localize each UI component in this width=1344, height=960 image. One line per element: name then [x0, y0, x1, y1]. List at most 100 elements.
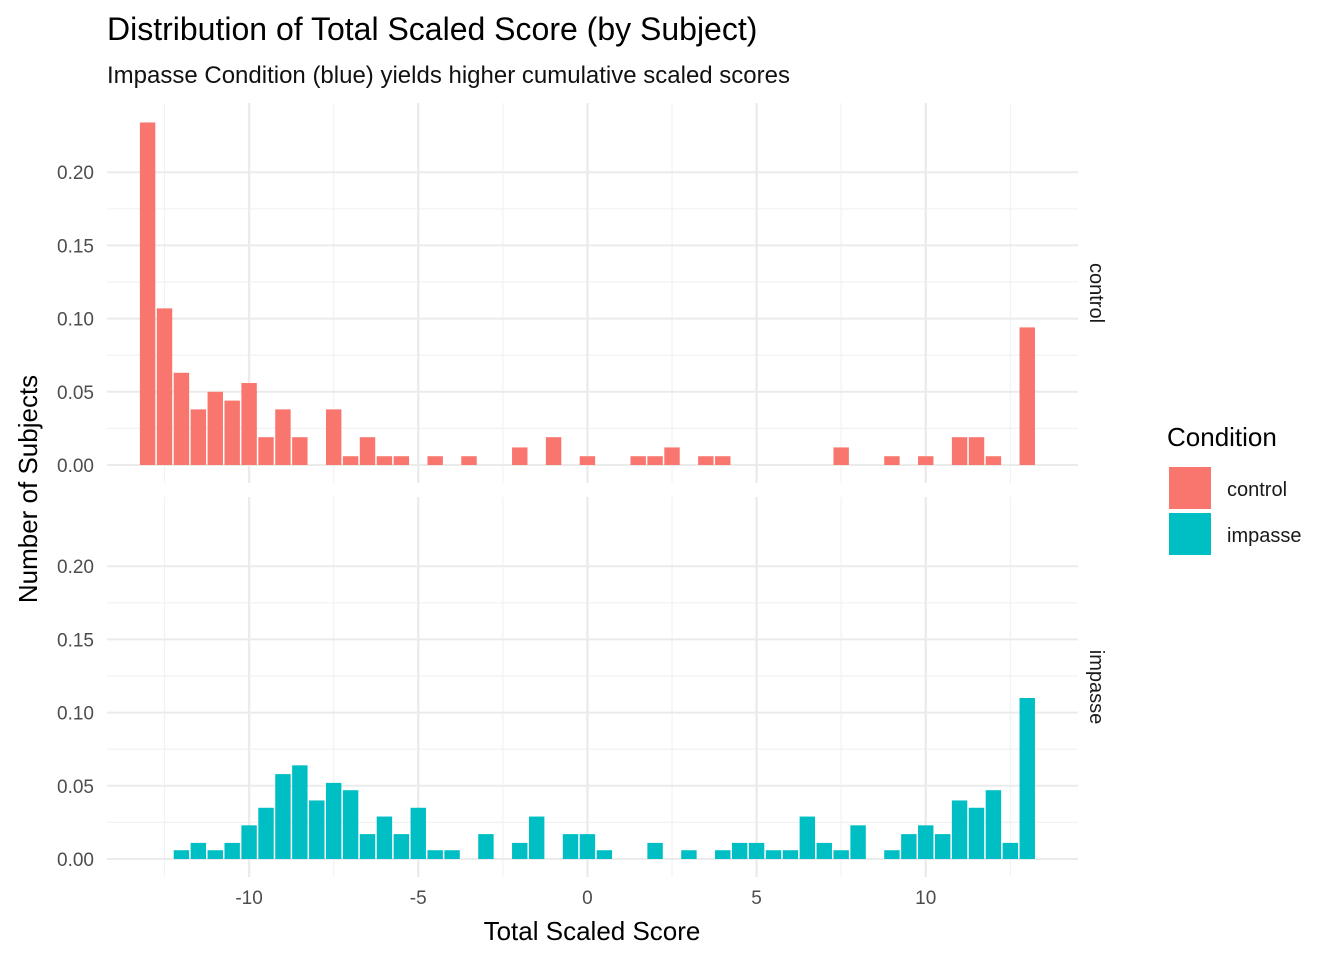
- y-tick-label: 0.15: [57, 630, 94, 651]
- legend-label-control: control: [1227, 479, 1287, 501]
- bar-control: [376, 456, 393, 465]
- x-tick-label: 5: [751, 888, 762, 909]
- bar-impasse: [444, 850, 460, 859]
- y-tick-label: 0.05: [57, 383, 94, 404]
- bar-control: [190, 409, 207, 465]
- bar-control: [647, 456, 663, 465]
- bar-impasse: [918, 825, 934, 859]
- bar-control: [461, 456, 477, 465]
- y-tick-label: 0.15: [57, 236, 94, 257]
- bar-control: [664, 447, 680, 465]
- bar-control: [833, 447, 849, 465]
- x-axis-ticks: -10 -5 0 5 10: [235, 888, 936, 909]
- bar-impasse: [478, 834, 494, 859]
- legend: Condition control impasse: [1167, 422, 1301, 555]
- y-tick-label: 0.20: [57, 163, 94, 184]
- bar-impasse: [410, 807, 426, 859]
- bar-impasse: [427, 850, 443, 859]
- y-tick-label: 0.00: [57, 850, 94, 871]
- bar-impasse: [884, 850, 900, 859]
- bar-impasse: [292, 765, 308, 859]
- bar-control: [545, 437, 562, 465]
- bar-impasse: [393, 834, 410, 859]
- legend-key-control: [1169, 467, 1211, 509]
- bar-impasse: [325, 782, 342, 859]
- bar-impasse: [951, 800, 968, 859]
- bar-impasse: [934, 834, 951, 859]
- x-tick-label: 10: [915, 888, 936, 909]
- bar-impasse: [342, 790, 359, 859]
- bar-impasse: [681, 850, 697, 859]
- bar-impasse: [647, 842, 663, 859]
- facet-strips: control impasse: [1085, 263, 1107, 724]
- bar-control: [884, 456, 900, 465]
- x-axis-title: Total Scaled Score: [484, 916, 701, 946]
- bar-impasse: [833, 850, 849, 859]
- bar-control: [1019, 327, 1035, 465]
- bar-impasse: [1002, 842, 1019, 859]
- bar-impasse: [512, 842, 528, 859]
- bar-control: [512, 447, 528, 465]
- y-axis-title: Number of Subjects: [13, 375, 43, 603]
- bar-control: [241, 383, 257, 465]
- bar-impasse: [207, 850, 223, 859]
- bar-impasse: [241, 825, 257, 859]
- bar-control: [325, 409, 342, 465]
- bar-impasse: [1019, 697, 1035, 859]
- bar-impasse: [376, 816, 393, 859]
- bar-impasse: [748, 842, 765, 859]
- y-tick-label: 0.10: [57, 704, 94, 725]
- bar-impasse: [224, 842, 240, 859]
- bar-control: [275, 409, 291, 465]
- bar-control: [918, 456, 934, 465]
- legend-label-impasse: impasse: [1227, 525, 1301, 547]
- bar-control: [393, 456, 410, 465]
- bar-control: [579, 456, 596, 465]
- bar-impasse: [275, 774, 291, 859]
- y-tick-label: 0.10: [57, 310, 94, 331]
- chart-title: Distribution of Total Scaled Score (by S…: [107, 11, 757, 47]
- bar-control: [342, 456, 359, 465]
- legend-key-impasse: [1169, 513, 1211, 555]
- bar-impasse: [850, 825, 866, 859]
- legend-title: Condition: [1167, 422, 1277, 452]
- bar-control: [951, 437, 968, 465]
- bar-impasse: [782, 850, 799, 859]
- bar-control: [630, 456, 646, 465]
- bar-impasse: [528, 816, 545, 859]
- bar-impasse: [799, 816, 816, 859]
- bar-control: [427, 456, 443, 465]
- bar-impasse: [562, 834, 579, 859]
- bar-control: [156, 308, 173, 465]
- bar-impasse: [579, 834, 596, 859]
- bar-impasse: [765, 850, 782, 859]
- bar-control: [715, 456, 731, 465]
- bar-impasse: [731, 842, 748, 859]
- bar-control: [224, 400, 240, 465]
- y-tick-label: 0.00: [57, 456, 94, 477]
- facet-panel-impasse: 0.00 0.05 0.10 0.15 0.20: [57, 497, 1078, 877]
- x-tick-label: -5: [410, 888, 427, 909]
- facet-strip-control: control: [1085, 263, 1107, 323]
- bar-impasse: [596, 850, 613, 859]
- bar-impasse: [816, 842, 832, 859]
- bar-impasse: [190, 842, 207, 859]
- bar-impasse: [715, 850, 731, 859]
- bar-control: [207, 391, 223, 465]
- bar-impasse: [309, 800, 325, 859]
- bar-control: [359, 437, 376, 465]
- facet-strip-impasse: impasse: [1085, 650, 1107, 724]
- bar-impasse: [258, 807, 274, 859]
- y-tick-label: 0.20: [57, 557, 94, 578]
- chart-subtitle: Impasse Condition (blue) yields higher c…: [107, 62, 790, 89]
- bar-control: [258, 437, 274, 465]
- bar-impasse: [359, 834, 376, 859]
- bar-impasse: [968, 807, 985, 859]
- bar-control: [985, 456, 1002, 465]
- bar-control: [173, 372, 190, 465]
- bar-control: [698, 456, 714, 465]
- bar-control: [968, 437, 985, 465]
- bar-control: [139, 122, 156, 465]
- bar-control: [292, 437, 308, 465]
